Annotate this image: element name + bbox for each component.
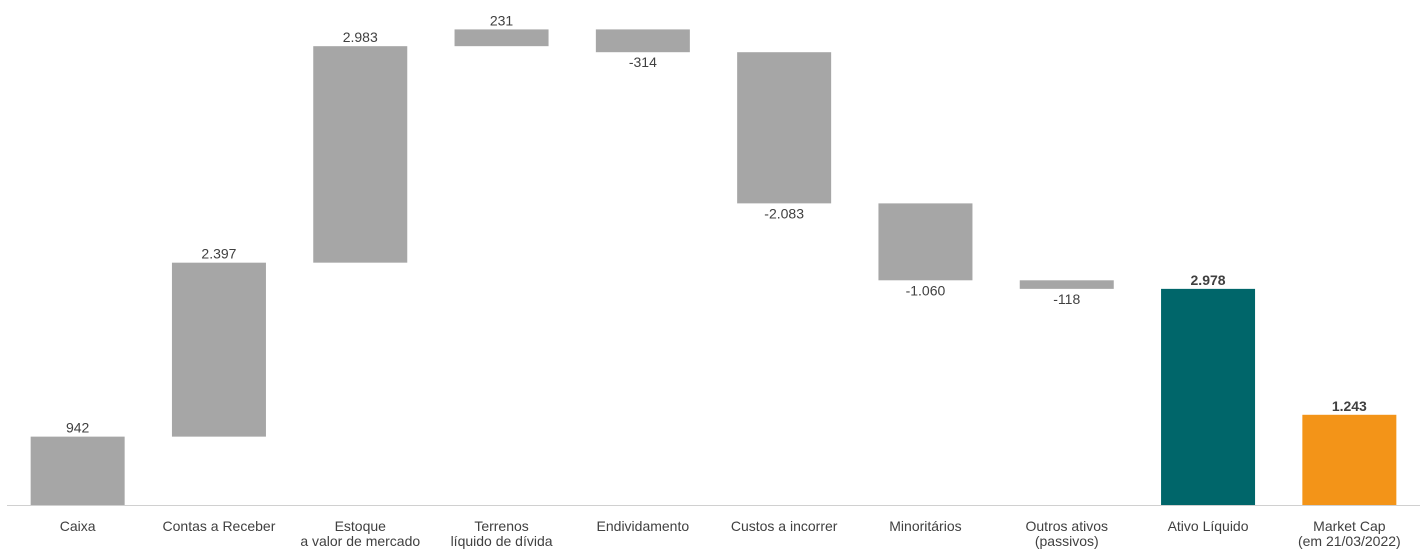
category-label-line: Market Cap	[1313, 518, 1386, 534]
value-label-6: -1.060	[906, 282, 946, 298]
category-label-line: Estoque	[335, 518, 387, 534]
category-label-line: (em 21/03/2022)	[1298, 533, 1401, 549]
category-label-line: Custos a incorrer	[731, 518, 838, 534]
value-label-3: 231	[490, 12, 514, 28]
bar-9	[1302, 414, 1397, 505]
bar-0	[30, 436, 125, 505]
value-label-1: 2.397	[201, 246, 236, 262]
bar-8	[1161, 288, 1256, 505]
category-label-line: (passivos)	[1035, 533, 1099, 549]
category-label-line: Minoritários	[889, 518, 961, 534]
category-label-line: Terrenos	[474, 518, 528, 534]
bar-5	[737, 52, 832, 204]
category-label-line: Ativo Líquido	[1168, 518, 1249, 534]
value-labels-group: 942 2.397 2.983 231 -314 -2.083 -1.060 -118 2.97…	[66, 12, 1367, 435]
category-label-7: Outros ativos (passivos)	[1026, 518, 1108, 549]
category-label-line: Contas a Receber	[163, 518, 276, 534]
category-label-0: Caixa	[60, 518, 96, 534]
category-label-line: Endividamento	[597, 518, 690, 534]
bar-1	[171, 262, 266, 437]
value-label-2: 2.983	[343, 29, 378, 45]
category-label-1: Contas a Receber	[163, 518, 276, 534]
value-label-0: 942	[66, 420, 90, 436]
category-labels-group: Caixa Contas a Receber Estoque a valor de m…	[60, 518, 1401, 549]
category-label-line: Outros ativos	[1026, 518, 1108, 534]
value-label-7: -118	[1053, 291, 1080, 307]
category-label-2: Estoque a valor de mercado	[300, 518, 420, 549]
category-label-line: a valor de mercado	[300, 533, 420, 549]
category-label-line: líquido de dívida	[451, 533, 553, 549]
category-label-9: Market Cap (em 21/03/2022)	[1298, 518, 1401, 549]
category-label-line: Caixa	[60, 518, 96, 534]
category-label-3: Terrenos líquido de dívida	[451, 518, 553, 549]
category-label-8: Ativo Líquido	[1168, 518, 1249, 534]
bar-3	[454, 29, 549, 47]
value-label-8: 2.978	[1191, 272, 1226, 288]
category-label-5: Custos a incorrer	[731, 518, 838, 534]
category-label-4: Endividamento	[597, 518, 690, 534]
bar-6	[878, 203, 973, 281]
value-label-4: -314	[629, 54, 657, 70]
bar-7	[1019, 280, 1114, 289]
bars-group	[30, 29, 1397, 505]
bar-2	[313, 46, 408, 263]
bar-4	[595, 29, 690, 53]
value-label-5: -2.083	[764, 205, 804, 221]
value-label-9: 1.243	[1332, 398, 1367, 414]
category-label-6: Minoritários	[889, 518, 961, 534]
